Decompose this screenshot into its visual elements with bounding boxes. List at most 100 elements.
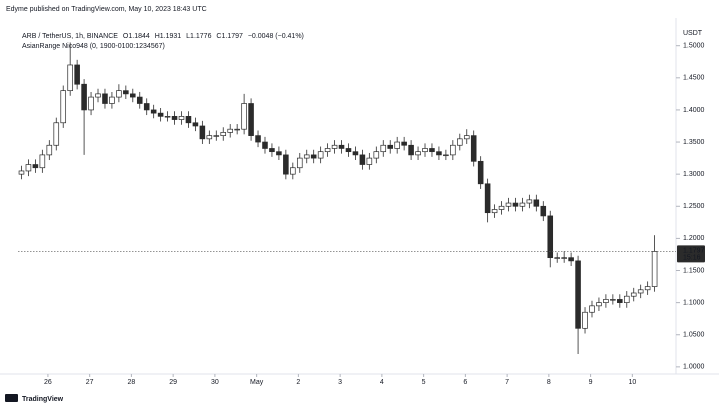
x-tick-label: 8 [547, 379, 551, 386]
candle-body [651, 251, 658, 287]
candle-body [491, 209, 498, 214]
candle-body [123, 90, 129, 95]
candle-body [554, 257, 560, 259]
x-tick-label: 28 [128, 379, 136, 386]
candle-body [74, 64, 80, 85]
candle-body [352, 151, 359, 156]
candle-body [296, 157, 303, 169]
y-tick-label: 1.5000 [683, 43, 705, 50]
candle-body [32, 164, 39, 169]
candle-body [568, 257, 574, 262]
candle-body [206, 135, 213, 140]
indicator: AsianRange Nico948 (0, 1900-0100:1234567… [22, 43, 165, 50]
candle-body [359, 154, 366, 165]
x-tick-label: 30 [211, 379, 219, 386]
candle-body [436, 151, 442, 156]
candle-body [143, 103, 150, 111]
candle-body [387, 144, 394, 149]
x-tick-label: 4 [380, 379, 384, 386]
x-tick-label: 26 [44, 379, 52, 386]
candle-body [617, 299, 623, 303]
candle-body [199, 125, 206, 140]
candle-body [380, 144, 387, 153]
candle-body [610, 299, 616, 301]
x-tick-label: 10 [628, 379, 636, 386]
candle-body [561, 257, 567, 259]
candle-body [582, 311, 588, 329]
candle-body [338, 144, 345, 149]
candle-body [526, 199, 533, 204]
candle-body [484, 183, 491, 214]
y-tick-label: 1.1500 [683, 267, 705, 274]
x-tick-label: 9 [589, 379, 593, 386]
candle-body [470, 135, 477, 162]
candle-body [178, 116, 185, 120]
candle-body [575, 260, 581, 329]
candle-body [429, 148, 435, 153]
candle-body [102, 93, 108, 104]
y-tick-label: 1.4500 [683, 75, 705, 82]
legend-low: L1.1776 [186, 33, 211, 40]
y-tick-label: 1.2500 [683, 203, 705, 210]
candle-body [373, 151, 380, 159]
candle-body [540, 205, 547, 217]
legend-high: H1.1931 [155, 33, 182, 40]
y-tick-label: 1.2000 [683, 235, 705, 242]
candle-body [512, 202, 519, 207]
candle-body [192, 122, 199, 127]
x-tick-label: 27 [86, 379, 94, 386]
candle-body [88, 96, 94, 111]
candle-body [185, 116, 192, 124]
candle-body [401, 141, 407, 146]
candle-body [116, 90, 122, 98]
candle-body [331, 144, 338, 149]
candle-body [67, 64, 73, 92]
footer-text: TradingView [22, 396, 64, 403]
legend-close: C1.1797 [216, 33, 243, 40]
candle-body [46, 144, 53, 156]
x-tick-label: 29 [169, 379, 177, 386]
candle-body [637, 289, 644, 294]
candle-body [81, 83, 87, 111]
y-tick-label: 1.0500 [683, 332, 705, 339]
candle-body [60, 90, 67, 124]
candle-body [241, 103, 247, 130]
candle-body [457, 138, 463, 146]
symbol: ARB / TetherUS, 1h, BINANCE [22, 33, 118, 40]
legend-symbol: ARB / TetherUS, 1h, BINANCE O1.1844 H1.1… [22, 33, 304, 40]
candle-body [130, 93, 136, 98]
candle-body [18, 170, 25, 175]
candles [18, 42, 658, 355]
candle-body [213, 135, 220, 137]
candle-body [623, 295, 630, 303]
candle-body [283, 154, 289, 175]
candle-body [408, 144, 414, 156]
countdown-label: 15:16 [683, 254, 701, 261]
last-price-box [677, 245, 705, 263]
candle-body [596, 302, 602, 307]
y-tick-label: 1.1000 [683, 299, 705, 306]
candle-body [415, 151, 421, 156]
candle-body [630, 292, 637, 297]
candle-body [644, 286, 651, 291]
x-tick-label: 7 [505, 379, 509, 386]
candle-body [136, 96, 143, 104]
legend-change: −0.0048 (−0.41%) [248, 33, 304, 40]
candle-body [276, 151, 282, 156]
candle-body [164, 116, 171, 118]
candle-body [262, 141, 268, 149]
candle-body [589, 305, 595, 313]
currency: USDT [683, 30, 703, 37]
candle-body [443, 154, 449, 157]
y-tick-label: 1.4000 [683, 107, 705, 114]
legend-open: O1.1844 [123, 33, 150, 40]
y-tick-label: 1.3500 [683, 139, 705, 146]
candle-body [248, 103, 254, 136]
candle-body [477, 160, 484, 185]
candle-body [394, 141, 400, 149]
candle-body [463, 135, 470, 140]
candle-body [519, 202, 526, 207]
candle-body [25, 164, 32, 172]
candle-body [366, 157, 373, 165]
